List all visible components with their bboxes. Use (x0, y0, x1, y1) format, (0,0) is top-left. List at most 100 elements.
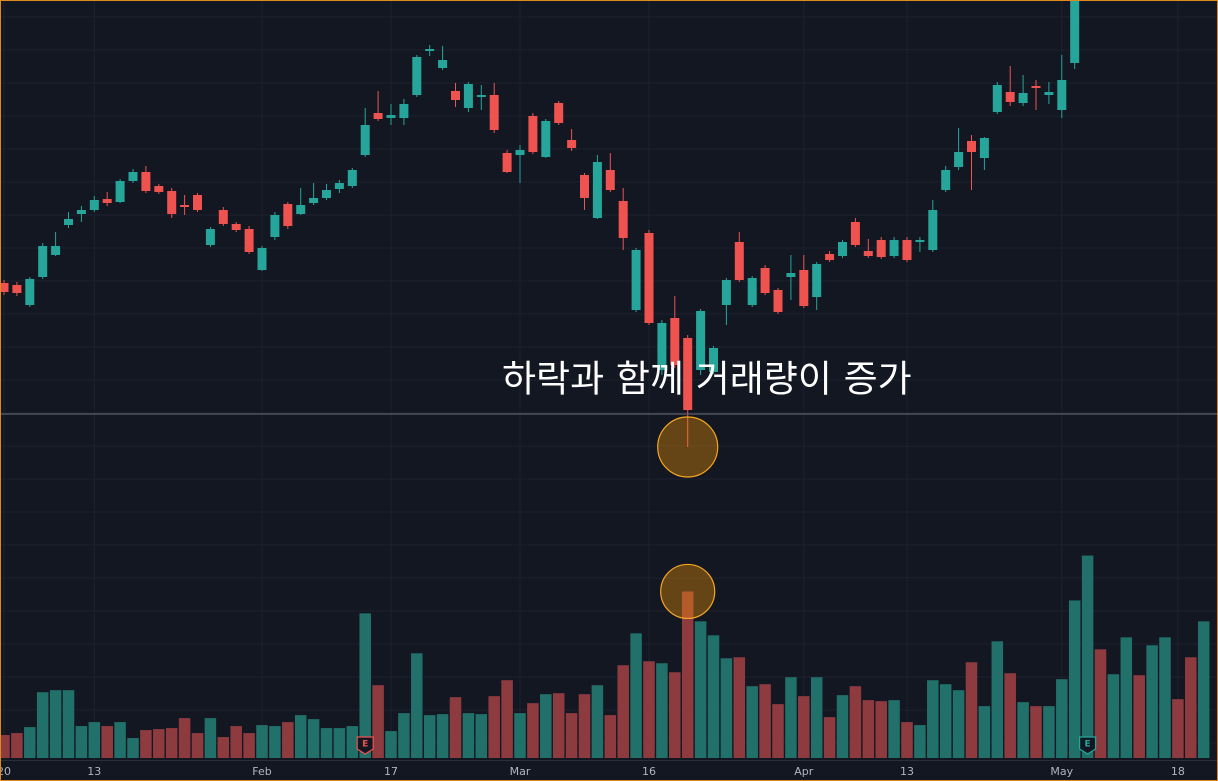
volume-bar (733, 657, 746, 758)
x-tick-label: 13 (900, 765, 914, 778)
volume-bar (707, 635, 720, 758)
candle-body (618, 201, 628, 238)
candle-body (489, 95, 499, 130)
candle-body (580, 175, 589, 198)
candle-body (451, 91, 460, 100)
candle-body (760, 268, 770, 293)
volume-bar (617, 665, 629, 758)
volume-bar (462, 713, 475, 758)
x-tick-label: Feb (252, 765, 271, 778)
x-tick-label: 16 (642, 765, 656, 778)
volume-bar (75, 726, 88, 758)
candle-body (1018, 93, 1028, 103)
volume-bar (746, 686, 758, 758)
volume-bar (24, 727, 36, 758)
candle-body (0, 283, 9, 292)
price-layer (0, 0, 1080, 447)
volume-bar (320, 728, 333, 758)
volume-bar (488, 696, 500, 758)
candle-body (515, 150, 525, 155)
volume-bar (1056, 679, 1068, 758)
volume-bar (901, 722, 913, 758)
volume-bar (1197, 621, 1210, 758)
volume-bar (359, 613, 371, 758)
volume-bar (823, 717, 836, 758)
volume-bar (578, 694, 591, 758)
candle-body (644, 233, 654, 323)
volume-bar (772, 704, 784, 758)
volume-bar (939, 684, 952, 758)
candle-body (747, 278, 757, 305)
candle-body (283, 204, 293, 226)
candle-body (812, 264, 822, 297)
candle-body (205, 229, 215, 245)
candle-body (309, 198, 319, 203)
volume-bar (952, 690, 965, 758)
earnings-label: E (362, 740, 368, 750)
volume-bar (991, 641, 1004, 758)
x-tick-label: Apr (794, 765, 814, 778)
volume-bar (798, 696, 810, 758)
candle-body (438, 60, 448, 68)
candle-body (1031, 86, 1041, 88)
volume-bar (140, 730, 152, 758)
candle-body (1070, 0, 1080, 63)
volume-bar (62, 690, 75, 758)
candle-body (154, 186, 164, 192)
candle-body (425, 49, 435, 51)
candle-body (657, 323, 667, 370)
volume-bar (398, 713, 410, 758)
candle-body (721, 280, 731, 305)
candle-body (12, 285, 22, 293)
candle-body (889, 240, 899, 256)
earnings-marker (1079, 736, 1097, 755)
candle-body (928, 210, 938, 250)
candle-body (25, 279, 35, 305)
volume-bar (927, 680, 939, 758)
volume-bar (810, 677, 823, 758)
candle-body (102, 199, 112, 203)
candle-body (541, 121, 551, 157)
candle-body (296, 205, 306, 214)
candle-body (51, 246, 61, 255)
volume-bar (1017, 702, 1029, 758)
volume-bar (656, 663, 668, 758)
volume-bar (681, 591, 694, 758)
volume-bar (785, 677, 797, 758)
volume-bar (436, 714, 449, 758)
volume-bar (888, 700, 900, 758)
volume-bar (411, 653, 423, 758)
volume-bar (1081, 555, 1094, 758)
volume-bar (591, 685, 604, 758)
candle-body (876, 240, 886, 257)
grid (0, 0, 1218, 760)
x-tick-label: 18 (1171, 765, 1185, 778)
volume-bar (0, 735, 10, 758)
candle-body (915, 240, 925, 242)
volume-bar (1068, 600, 1081, 758)
candle-body (954, 152, 964, 167)
volume-bar (1043, 706, 1055, 758)
volume-bar (1146, 645, 1158, 758)
x-tick-label: 17 (384, 765, 398, 778)
volume-bar (836, 695, 849, 758)
volume-bar (862, 700, 875, 758)
volume-bar (1094, 649, 1107, 758)
volume-bar (114, 722, 126, 758)
volume-bar (204, 718, 217, 758)
volume-bar (643, 661, 655, 758)
volume-bar (282, 722, 294, 758)
candle-body (825, 254, 835, 260)
candle-body (373, 113, 383, 119)
candle-body (709, 348, 718, 372)
volume-bar (552, 693, 565, 758)
candle-body (670, 318, 680, 365)
candle-body (992, 85, 1002, 112)
candle-body (1005, 92, 1015, 102)
candle-body (218, 210, 228, 224)
volume-bar (1120, 637, 1133, 758)
volume-bar (230, 726, 242, 758)
volume-bar (1159, 637, 1171, 758)
